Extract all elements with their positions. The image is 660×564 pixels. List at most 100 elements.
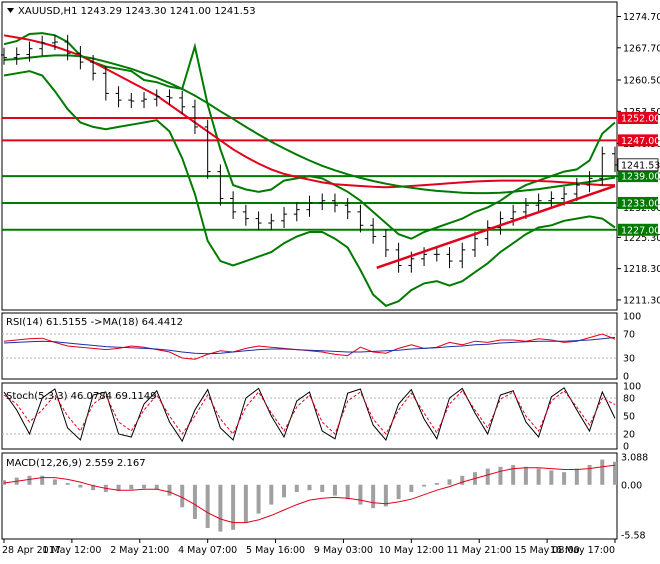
panel-frames (1, 1, 618, 540)
macd-histogram-bar (243, 484, 248, 523)
price-axis-tick-label: 1267.70 (623, 43, 660, 54)
level-price-label: 1227.00 (621, 225, 660, 236)
stoch-axis-tick-label: 20 (623, 430, 635, 441)
level-price-label: 1233.00 (621, 198, 660, 209)
collapse-triangle-icon[interactable] (7, 8, 14, 13)
macd-histogram-bar (218, 484, 223, 532)
level-price-label: 1252.00 (621, 114, 660, 125)
level-price-tag (618, 223, 658, 236)
stoch-axis-tick-label: 50 (623, 412, 635, 423)
level-price-label: 1239.00 (621, 172, 660, 183)
price-axis-tick-label: 1211.30 (623, 295, 660, 306)
macd-histogram-bar (409, 484, 414, 492)
current-price-tag (617, 158, 659, 172)
rsi-ma-line (3, 336, 616, 355)
time-axis-tick-label: 1 May 12:00 (42, 545, 101, 556)
macd-signal-line (3, 464, 616, 524)
stoch-axis-tick-label: 80 (623, 394, 635, 405)
macd-histogram-bar (78, 484, 83, 488)
macd-histogram-bar (256, 484, 261, 514)
macd-histogram-bar (142, 484, 147, 489)
level-price-tag (618, 134, 658, 147)
macd-histogram-bar (422, 484, 427, 487)
macd-histogram-bar (294, 484, 299, 492)
price-axis-tick-label: 1218.30 (623, 264, 660, 275)
macd-histogram-bar (282, 484, 287, 498)
rsi-axis-tick-label: 70 (623, 330, 635, 341)
macd-histogram-bar (167, 484, 172, 496)
macd-histogram-bar (613, 461, 617, 485)
macd-histogram-bar (600, 459, 605, 485)
time-axis-tick-label: 9 May 03:00 (314, 545, 373, 556)
macd-histogram-bar (574, 468, 579, 485)
macd-histogram-bar (269, 484, 274, 505)
macd-histogram-bar (549, 470, 554, 485)
macd-histogram-bar (460, 475, 465, 485)
time-axis-tick-label: 2 May 21:00 (110, 545, 169, 556)
macd-histogram-bar (205, 484, 210, 528)
macd-histogram-bar (40, 475, 45, 485)
macd-histogram-bar (129, 484, 134, 490)
time-axis-tick-label: 16 May 17:00 (550, 545, 615, 556)
level-price-tag (618, 170, 658, 183)
moving-average-slow-line (3, 54, 616, 195)
rsi-axis-tick-label: 30 (623, 354, 635, 365)
stoch-axis-tick-label: 0 (623, 442, 629, 453)
macd-histogram-bar (523, 466, 528, 485)
stoch-axis-tick-label: 100 (623, 382, 641, 393)
time-axis-tick-label: 15 May 08:00 (515, 545, 580, 556)
macd-histogram-bar (307, 484, 312, 491)
macd-panel: 3.088 0.00 -5.58 MACD(12,26,9) 2.559 2.167 (2, 453, 648, 542)
macd-histogram-bar (511, 464, 516, 485)
rsi-panel: 100 70 30 0 RSI(14) 61.5155 ->MA(18) 64.441… (2, 312, 641, 383)
macd-histogram-bar (434, 482, 439, 485)
macd-histogram-bar (498, 466, 503, 485)
time-axis-tick-label: 5 May 16:00 (246, 545, 305, 556)
macd-histogram-bar (320, 484, 325, 492)
stoch-main-line (3, 387, 616, 443)
rsi-axis-tick-label: 100 (623, 312, 641, 323)
macd-histogram-bar (562, 472, 567, 485)
macd-histogram-bar (485, 468, 490, 485)
macd-histogram-bar (536, 468, 541, 485)
macd-histogram-bar (587, 464, 592, 485)
macd-histogram-bar (332, 484, 337, 496)
price-panel-title: XAUUSD,H1 1243.29 1243.30 1241.00 1241.5… (18, 6, 256, 17)
bollinger-lower-line (3, 70, 616, 307)
macd-axis-tick-label: -5.58 (621, 531, 646, 542)
macd-histogram-bar (65, 482, 70, 485)
rsi-axis-tick-label: 0 (623, 372, 629, 383)
price-axis-tick-label: 1225.30 (623, 233, 660, 244)
macd-histogram-bar (91, 484, 96, 491)
price-panel-frame (1, 1, 618, 311)
macd-axis-tick-label: 0.00 (621, 480, 642, 491)
price-axis-tick-label: 1274.70 (623, 12, 660, 23)
macd-histogram-bar (192, 484, 197, 519)
price-panel: 1274.701267.701260.501253.501246.301239.… (1, 6, 660, 307)
macd-axis-tick-label: 3.088 (621, 453, 648, 464)
time-axis-tick-label: 4 May 07:00 (178, 545, 237, 556)
macd-histogram-bar (447, 479, 452, 485)
current-price-label: 1241.53 (621, 160, 660, 171)
trendline[interactable] (376, 184, 616, 269)
level-price-tag (618, 112, 658, 124)
macd-histogram-bar (231, 484, 236, 530)
level-price-label: 1247.00 (621, 136, 660, 147)
rsi-line (3, 333, 616, 360)
level-price-tag (618, 196, 658, 209)
macd-histogram-bar (180, 484, 185, 508)
price-axis-tick-label: 1260.50 (623, 76, 660, 87)
macd-histogram-bar (396, 484, 401, 500)
macd-histogram-bar (358, 484, 363, 505)
time-axis-tick-label: 10 May 12:00 (379, 545, 444, 556)
macd-histogram-bar (27, 475, 32, 485)
macd-histogram-bar (116, 484, 121, 492)
macd-histogram-bar (383, 484, 388, 507)
macd-panel-title: MACD(12,26,9) 2.559 2.167 (6, 458, 146, 469)
macd-histogram-bar (371, 484, 376, 509)
stoch-panel-title: Stoch(5,3,3) 46.0784 69.1149 (6, 391, 157, 402)
